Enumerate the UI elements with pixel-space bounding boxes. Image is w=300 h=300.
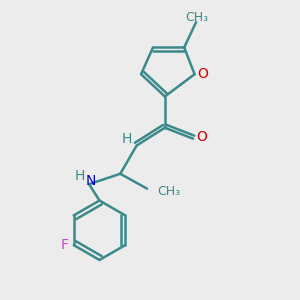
Text: CH₃: CH₃	[158, 184, 181, 197]
Text: O: O	[197, 67, 208, 81]
Text: H: H	[74, 169, 85, 183]
Text: H: H	[122, 132, 132, 146]
Text: N: N	[85, 174, 96, 188]
Text: O: O	[196, 130, 207, 144]
Text: CH₃: CH₃	[185, 11, 208, 24]
Text: F: F	[61, 238, 69, 252]
